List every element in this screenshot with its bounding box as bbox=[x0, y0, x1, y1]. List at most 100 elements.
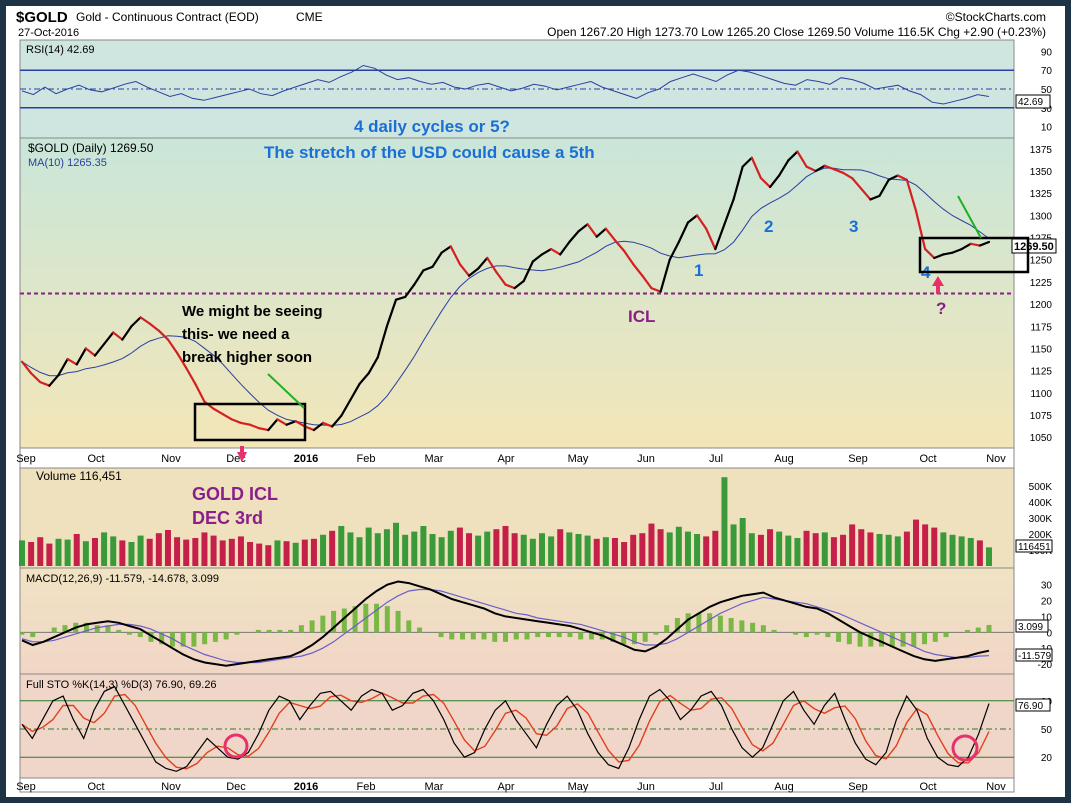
price-segment bbox=[30, 372, 42, 384]
macd-tick: -20 bbox=[1038, 660, 1053, 671]
price-segment bbox=[586, 223, 598, 238]
price-segment bbox=[130, 316, 142, 328]
volume-bar bbox=[675, 526, 682, 566]
rsi-tick: 10 bbox=[1041, 123, 1053, 134]
macd-histogram-bar bbox=[384, 606, 390, 633]
volume-bar bbox=[347, 532, 354, 566]
price-segment bbox=[212, 407, 224, 416]
volume-bar bbox=[976, 540, 983, 566]
volume-bar bbox=[894, 536, 901, 566]
ma-line bbox=[21, 167, 990, 426]
price-segment bbox=[732, 165, 744, 201]
x-tick-top: Nov bbox=[986, 453, 1006, 465]
price-segment bbox=[969, 242, 981, 247]
macd-histogram-bar bbox=[900, 632, 906, 647]
price-segment bbox=[57, 357, 69, 377]
volume-series bbox=[19, 477, 992, 566]
volume-bar bbox=[320, 534, 327, 566]
macd-histogram-bar bbox=[492, 632, 498, 642]
break-note-line3: break higher soon bbox=[182, 349, 312, 366]
volume-bar bbox=[666, 532, 673, 566]
price-tick: 1075 bbox=[1030, 411, 1053, 422]
macd-histogram-bar bbox=[771, 629, 777, 633]
volume-label: Volume 116,451 bbox=[36, 469, 122, 483]
price-segment bbox=[112, 331, 124, 341]
break-pointer-line bbox=[267, 373, 305, 409]
volume-bar bbox=[393, 522, 400, 566]
macd-histogram-bar bbox=[223, 632, 229, 640]
volume-bar bbox=[785, 535, 792, 566]
ohlc-summary: Open 1267.20 High 1273.70 Low 1265.20 Cl… bbox=[547, 25, 1046, 39]
price-segment bbox=[759, 177, 772, 189]
macd-histogram-bar bbox=[30, 632, 36, 638]
volume-bar bbox=[611, 538, 618, 566]
volume-bar bbox=[684, 531, 691, 566]
rsi-tick: 70 bbox=[1041, 66, 1053, 77]
symbol: $GOLD bbox=[16, 9, 68, 26]
macd-tick: 10 bbox=[1041, 612, 1053, 623]
ma-label: MA(10) 1265.35 bbox=[28, 157, 107, 169]
sto-k-line bbox=[21, 685, 990, 772]
volume-bar bbox=[447, 530, 454, 566]
bottom-x-axis bbox=[19, 777, 1015, 793]
price-segment bbox=[787, 150, 799, 162]
price-segment bbox=[321, 421, 334, 428]
price-segment bbox=[376, 325, 389, 359]
x-tick-top: Mar bbox=[425, 453, 444, 465]
macd-histogram-bar bbox=[545, 632, 551, 638]
price-segment bbox=[148, 322, 160, 332]
volume-bar bbox=[201, 532, 208, 566]
price-segment bbox=[887, 174, 899, 182]
macd-histogram-bar bbox=[535, 632, 541, 638]
volume-bar bbox=[776, 531, 783, 566]
macd-histogram-bar bbox=[825, 632, 831, 638]
price-segment bbox=[422, 265, 434, 272]
macd-histogram-bar bbox=[288, 629, 294, 633]
price-segment bbox=[778, 159, 790, 177]
wave-1-label: 1 bbox=[694, 261, 703, 280]
volume-bar bbox=[849, 524, 856, 566]
macd-histogram-bar bbox=[266, 629, 272, 633]
price-segment bbox=[960, 242, 972, 251]
macd-line bbox=[21, 580, 990, 667]
price-segment bbox=[978, 240, 991, 247]
price-segment bbox=[175, 351, 188, 370]
volume-bar bbox=[730, 524, 737, 566]
volume-bar bbox=[694, 534, 701, 566]
volume-bar bbox=[520, 534, 527, 566]
macd-histogram-bar bbox=[631, 632, 637, 645]
macd-histogram-bar bbox=[62, 625, 68, 633]
macd-histogram-bar bbox=[470, 632, 476, 640]
price-segment bbox=[331, 414, 343, 428]
price-tick: 1100 bbox=[1030, 389, 1052, 400]
wave-3-label: 3 bbox=[849, 217, 858, 236]
volume-bar bbox=[602, 537, 609, 566]
volume-bar bbox=[621, 542, 628, 566]
volume-bar bbox=[794, 538, 801, 566]
macd-tick: 20 bbox=[1041, 597, 1053, 608]
break-note-line2: this- we need a bbox=[182, 326, 290, 343]
volume-bar bbox=[986, 547, 992, 566]
volume-bar bbox=[28, 542, 35, 566]
macd-series bbox=[19, 580, 1014, 667]
macd-histogram-bar bbox=[159, 632, 165, 645]
break-note-line1: We might be seeing bbox=[182, 303, 323, 320]
cycles-question: 4 daily cycles or 5? bbox=[354, 117, 510, 136]
macd-histogram-bar bbox=[417, 627, 423, 633]
exchange: CME bbox=[296, 10, 323, 24]
volume-bar bbox=[119, 540, 126, 566]
price-segment bbox=[358, 372, 370, 386]
volume-bar bbox=[247, 542, 254, 566]
volume-bar bbox=[82, 541, 89, 566]
volume-bar bbox=[484, 531, 491, 566]
price-segment bbox=[622, 249, 635, 266]
price-segment bbox=[194, 382, 206, 403]
price-segment bbox=[486, 256, 498, 274]
volume-bar bbox=[584, 535, 591, 566]
price-segment bbox=[841, 171, 854, 180]
price-segment bbox=[121, 325, 133, 341]
macd-histogram-bar bbox=[868, 632, 874, 647]
volume-bar bbox=[757, 534, 764, 566]
volume-bar bbox=[867, 532, 874, 566]
x-tick-top: Sep bbox=[848, 453, 868, 465]
